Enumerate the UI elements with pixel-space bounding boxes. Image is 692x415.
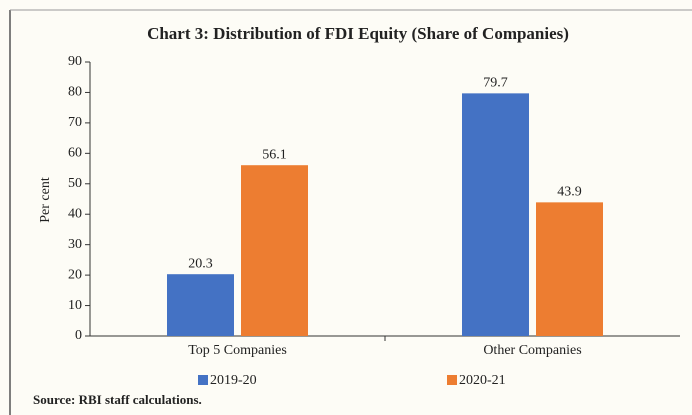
- legend-label: 2020-21: [459, 373, 506, 388]
- y-tick-label: 0: [75, 328, 82, 343]
- source: Source: RBI staff calculations.: [33, 392, 202, 407]
- data-label: 79.7: [483, 76, 508, 91]
- y-tick-label: 50: [68, 176, 82, 191]
- chart-title: Chart 3: Distribution of FDI Equity (Sha…: [147, 24, 569, 43]
- y-tick-label: 70: [68, 115, 82, 130]
- data-label: 20.3: [188, 256, 213, 271]
- y-tick-label: 40: [68, 206, 82, 221]
- bar: [167, 274, 234, 336]
- y-tick-label: 10: [68, 298, 82, 313]
- data-label: 43.9: [557, 185, 582, 200]
- legend-swatch: [447, 375, 457, 385]
- y-tick-label: 90: [68, 54, 82, 69]
- legend-swatch: [198, 375, 208, 385]
- y-axis-label: Per cent: [38, 177, 53, 223]
- y-tick-label: 60: [68, 146, 82, 161]
- bar: [462, 93, 529, 336]
- data-label: 56.1: [262, 147, 287, 162]
- bar: [536, 202, 603, 336]
- x-tick-label: Other Companies: [483, 343, 581, 358]
- y-tick-label: 20: [68, 267, 82, 282]
- x-tick-label: Top 5 Companies: [188, 343, 287, 358]
- y-tick-label: 80: [68, 85, 82, 100]
- legend-label: 2019-20: [210, 373, 257, 388]
- bar: [241, 165, 308, 336]
- y-tick-label: 30: [68, 237, 82, 252]
